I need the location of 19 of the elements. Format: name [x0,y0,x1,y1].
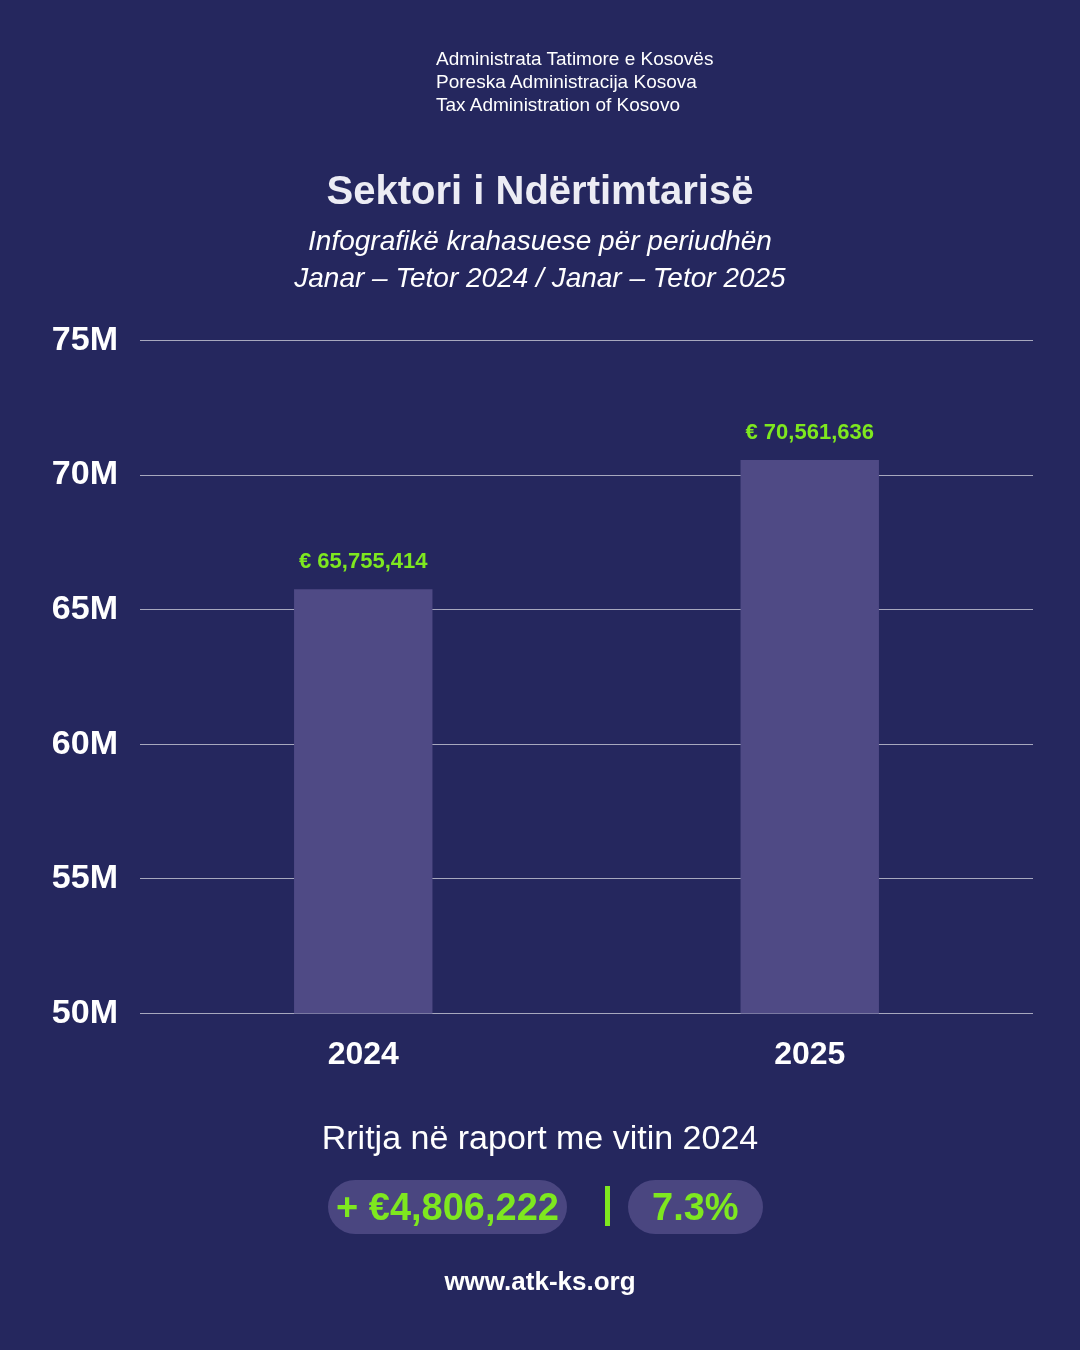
chart-title: Sektori i Ndërtimtarisë [325,168,755,213]
text: Administrata Tatimore e Kosovës [436,47,714,70]
y-tick-label: 50M [51,991,118,1030]
y-tick-label: 55M [51,857,118,896]
x-tick-label: 2024 [327,1034,400,1071]
text: Poreska Administracija Kosova [436,70,698,93]
y-tick-label: 60M [51,722,118,761]
x-tick-label: 2025 [774,1034,846,1071]
text: + €4,806,222 [328,1180,567,1234]
text: www.atk-ks.org [443,1266,637,1297]
y-tick-label: 75M [51,318,118,357]
y-tick-label: 70M [51,453,118,492]
data-label: € 70,561,636 [745,418,874,444]
text: Tax Administration of Kosovo [436,93,681,116]
y-tick-label: 65M [51,588,118,627]
text: 7.3% [628,1180,763,1234]
data-label: € 65,755,414 [299,548,429,574]
text: Rritja në raport me vitin 2024 [320,1118,760,1157]
chart-subtitle: Infografikë krahasuese për periudhën Janar – Tetor 2024 / Janar – Tetor 2025 [293,224,787,295]
